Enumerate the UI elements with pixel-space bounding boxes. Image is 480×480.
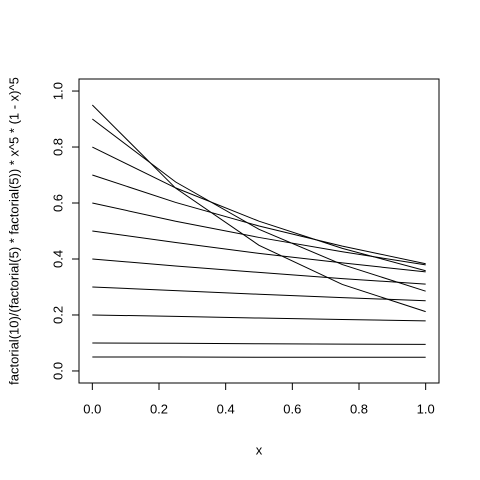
x-tick-label: 0.8 (350, 401, 368, 416)
x-tick-label: 0.6 (283, 401, 301, 416)
curve (92, 118, 426, 292)
x-tick-label: 0.2 (150, 401, 168, 416)
y-tick-label: 0.6 (50, 194, 65, 212)
curve (92, 146, 426, 272)
x-tick-label: 0.4 (217, 401, 235, 416)
curve (92, 174, 426, 265)
plot-frame (78, 78, 440, 384)
y-tick-label: 0.8 (50, 138, 65, 156)
curve (92, 286, 426, 302)
curve (92, 258, 426, 285)
x-tick-label: 0.0 (83, 401, 101, 416)
y-tick-label: 0.2 (50, 306, 65, 324)
y-tick-label: 0.0 (50, 362, 65, 380)
y-axis-label: factorial(10)/(factorial(5) * factorial(… (6, 77, 21, 385)
curve (92, 230, 426, 273)
y-tick-label: 0.4 (50, 250, 65, 268)
curve (92, 342, 426, 345)
curve (92, 202, 426, 266)
curve (92, 314, 426, 322)
x-axis-label: x (256, 442, 263, 457)
x-tick-label: 1.0 (417, 401, 435, 416)
y-tick-label: 1.0 (50, 82, 65, 100)
